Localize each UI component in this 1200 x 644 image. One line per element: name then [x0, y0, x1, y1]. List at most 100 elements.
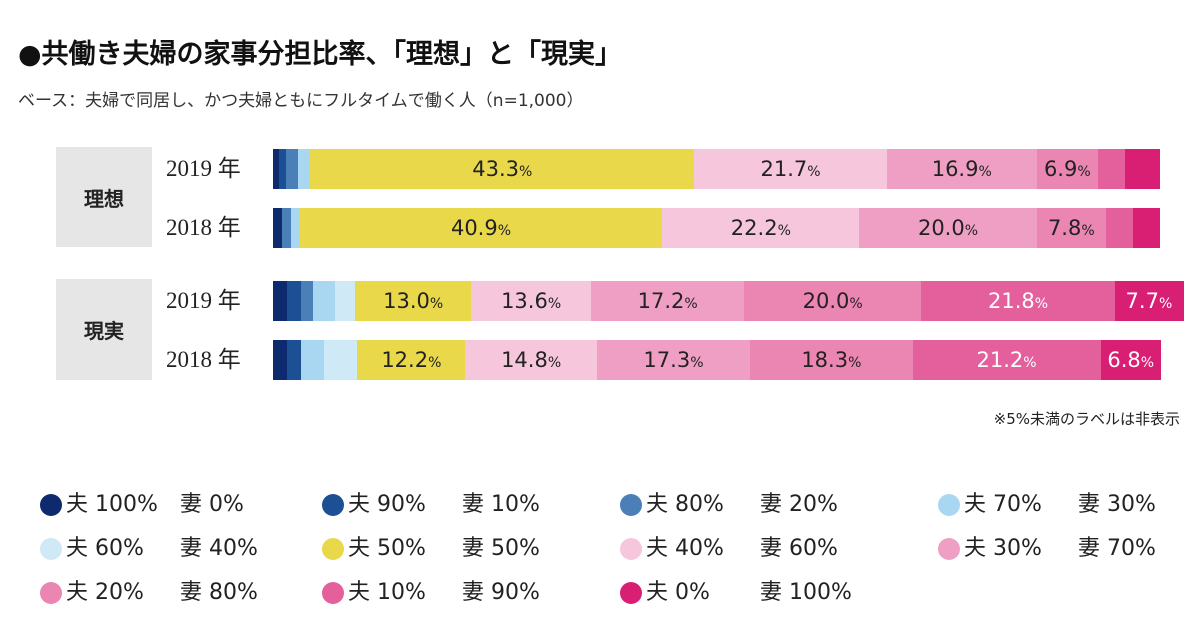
bar-segment — [596, 340, 751, 380]
group-label-reality: 現実 — [56, 279, 152, 380]
bar-segment — [591, 281, 745, 321]
legend-wife-share: 妻 90% — [462, 580, 540, 605]
data-label: 40.9% — [450, 216, 512, 240]
bar-segment — [744, 281, 922, 321]
legend-wife-share: 妻 30% — [1078, 492, 1156, 517]
bar-segment — [287, 281, 302, 321]
chart-title: ●共働き夫婦の家事分担比率、「理想」と「現実」 — [18, 39, 623, 70]
stacked-bar: 40.9% 22.2% 20.0% 7.8% — [273, 208, 1161, 248]
bar-segment — [279, 149, 287, 189]
bar-segment — [859, 208, 1038, 248]
bar-segment — [286, 149, 299, 189]
bar-segment — [1125, 149, 1161, 189]
legend-swatch — [40, 538, 62, 560]
bar-segment — [290, 208, 301, 248]
legend-wife-share: 妻 50% — [462, 536, 540, 561]
year-label: 2018 年 — [166, 215, 241, 240]
bar-segment — [662, 208, 860, 248]
year-label: 2019 年 — [166, 288, 241, 313]
bar-segment — [310, 149, 695, 189]
legend-husband-share: 夫 80% — [646, 492, 724, 517]
data-label: 13.6% — [501, 289, 562, 313]
bar-segment — [297, 149, 311, 189]
bar-segment — [1097, 149, 1126, 189]
data-label: 6.8% — [1107, 348, 1155, 372]
label-threshold-note: ※5%未満のラベルは非表示 — [993, 410, 1180, 428]
legend-wife-share: 妻 20% — [760, 492, 838, 517]
legend-husband-share: 夫 10% — [348, 580, 426, 605]
bar-segment — [273, 149, 280, 189]
legend-swatch — [620, 582, 642, 604]
legend-husband-share: 夫 0% — [646, 580, 710, 605]
bar-segment — [750, 340, 914, 380]
legend-swatch — [322, 494, 344, 516]
bar-segment — [465, 340, 598, 380]
legend-husband-share: 夫 90% — [348, 492, 426, 517]
legend-swatch — [322, 538, 344, 560]
bar-segment — [1133, 208, 1161, 248]
year-label: 2018 年 — [166, 347, 241, 372]
legend-swatch — [322, 582, 344, 604]
stacked-bar: 12.2% 14.8% 17.3% 18.3% 21.2% 6.8% — [273, 340, 1162, 380]
legend-wife-share: 妻 10% — [462, 492, 540, 517]
data-label: 17.2% — [637, 289, 698, 313]
bar-segment — [1036, 149, 1099, 189]
data-label: 20.0% — [802, 289, 863, 313]
data-label: 12.2% — [381, 348, 442, 372]
legend-husband-share: 夫 20% — [66, 580, 144, 605]
data-label: 14.8% — [501, 348, 562, 372]
data-label: 6.9% — [1043, 157, 1091, 181]
bar-segment — [312, 281, 336, 321]
stacked-bar: 13.0% 13.6% 17.2% 20.0% 21.8% 7.7% — [273, 281, 1184, 321]
legend-wife-share: 妻 100% — [760, 580, 852, 605]
legend-wife-share: 妻 0% — [180, 492, 244, 517]
data-label: 16.9% — [931, 157, 992, 181]
legend-husband-share: 夫 60% — [66, 536, 144, 561]
data-label: 7.7% — [1125, 289, 1173, 313]
legend-husband-share: 夫 100% — [66, 492, 158, 517]
legend-swatch — [938, 494, 960, 516]
data-label: 18.3% — [801, 348, 862, 372]
legend-wife-share: 妻 70% — [1078, 536, 1156, 561]
legend-husband-share: 夫 30% — [964, 536, 1042, 561]
bar-segment — [886, 149, 1038, 189]
bar-segment — [299, 208, 663, 248]
bar-segment — [273, 208, 283, 248]
legend-wife-share: 妻 60% — [760, 536, 838, 561]
data-label: 13.0% — [383, 289, 444, 313]
bar-segment — [273, 281, 288, 321]
bar-segment — [301, 281, 314, 321]
data-label: 22.2% — [730, 216, 791, 240]
bar-segment — [335, 281, 356, 321]
bar-segment — [323, 340, 358, 380]
bar-segment — [1105, 208, 1134, 248]
legend-wife-share: 妻 40% — [180, 536, 258, 561]
bar-segment — [273, 340, 288, 380]
bar-segment — [287, 340, 302, 380]
legend-swatch — [938, 538, 960, 560]
bar-segment — [1114, 281, 1184, 321]
legend-husband-share: 夫 40% — [646, 536, 724, 561]
data-label: 17.3% — [643, 348, 704, 372]
legend-swatch — [620, 538, 642, 560]
legend-husband-share: 夫 50% — [348, 536, 426, 561]
bar-segment — [921, 281, 1116, 321]
group-label-ideal: 理想 — [56, 147, 152, 247]
legend-husband-share: 夫 70% — [964, 492, 1042, 517]
data-label: 43.3% — [472, 157, 533, 181]
legend-wife-share: 妻 80% — [180, 580, 258, 605]
legend-swatch — [620, 494, 642, 516]
data-label: 7.8% — [1047, 216, 1095, 240]
stacked-bar: 43.3% 21.7% 16.9% 6.9% — [273, 149, 1161, 189]
legend-swatch — [40, 494, 62, 516]
data-label: 21.8% — [988, 289, 1049, 313]
bar-segment — [694, 149, 888, 189]
legend-swatch — [40, 582, 62, 604]
bar-segment — [470, 281, 592, 321]
bar-segment — [281, 208, 292, 248]
bar-segment — [355, 281, 472, 321]
year-label: 2019 年 — [166, 156, 241, 181]
bar-segment — [1100, 340, 1162, 380]
bar-segment — [912, 340, 1102, 380]
data-label: 21.2% — [976, 348, 1037, 372]
